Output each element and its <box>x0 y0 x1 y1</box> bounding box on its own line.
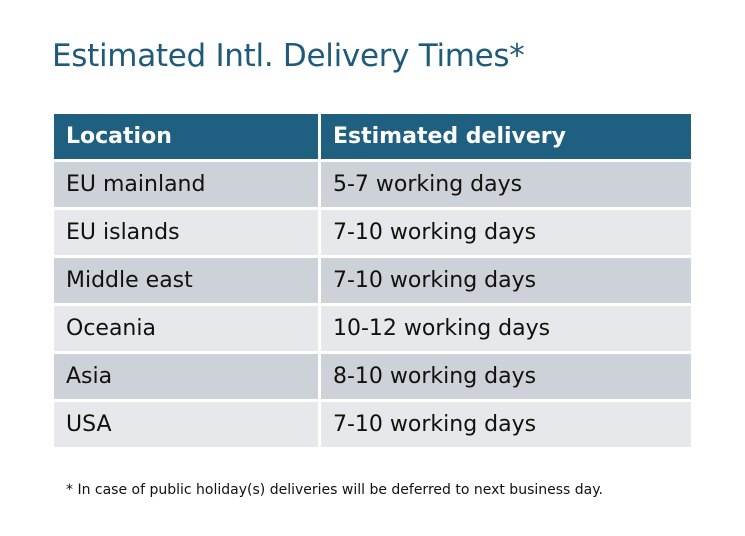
location-cell: Middle east <box>54 258 318 303</box>
page-title: Estimated Intl. Delivery Times* <box>52 38 525 74</box>
delivery-cell: 7-10 working days <box>321 402 691 447</box>
table-row: EU islands 7-10 working days <box>54 210 691 255</box>
table-row: Oceania 10-12 working days <box>54 306 691 351</box>
location-cell: EU mainland <box>54 162 318 207</box>
delivery-cell: 7-10 working days <box>321 210 691 255</box>
table-header-row: Location Estimated delivery <box>54 114 691 159</box>
location-cell: EU islands <box>54 210 318 255</box>
delivery-table: Location Estimated delivery EU mainland … <box>51 111 694 450</box>
delivery-cell: 8-10 working days <box>321 354 691 399</box>
table-row: EU mainland 5-7 working days <box>54 162 691 207</box>
header-location: Location <box>54 114 318 159</box>
location-cell: Asia <box>54 354 318 399</box>
table-row: Asia 8-10 working days <box>54 354 691 399</box>
delivery-cell: 10-12 working days <box>321 306 691 351</box>
table-row: Middle east 7-10 working days <box>54 258 691 303</box>
delivery-cell: 7-10 working days <box>321 258 691 303</box>
header-estimated-delivery: Estimated delivery <box>321 114 691 159</box>
footnote: * In case of public holiday(s) deliverie… <box>66 482 603 498</box>
location-cell: USA <box>54 402 318 447</box>
location-cell: Oceania <box>54 306 318 351</box>
table-row: USA 7-10 working days <box>54 402 691 447</box>
delivery-cell: 5-7 working days <box>321 162 691 207</box>
